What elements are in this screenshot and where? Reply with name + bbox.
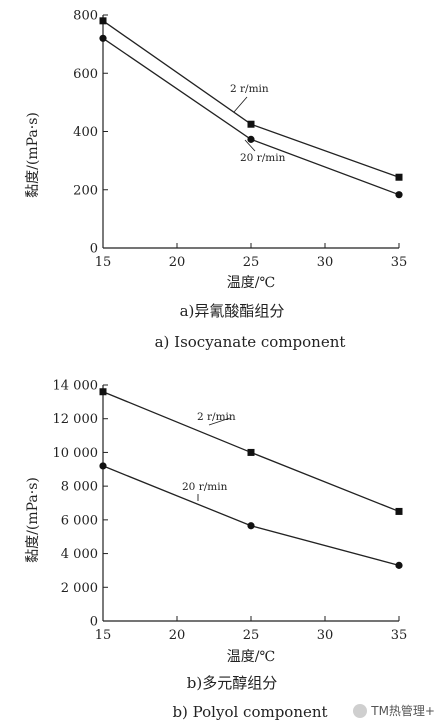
series-line bbox=[102, 465, 400, 566]
data-point-square bbox=[395, 173, 403, 181]
y-tick-label: 200 bbox=[73, 183, 98, 198]
watermark-label: TM热管理+ bbox=[371, 704, 435, 718]
chart-panel-b: 0 2 000 4 000 6 000 8 000 10 000 12 000 14 000 1… bbox=[25, 379, 407, 722]
y-tick-label: 800 bbox=[73, 9, 98, 24]
data-point-circle bbox=[99, 34, 107, 42]
series-label: 2 r/min bbox=[197, 411, 236, 423]
x-tick-label: 15 bbox=[95, 628, 112, 643]
data-point-square bbox=[99, 388, 107, 396]
x-tick-label: 25 bbox=[243, 255, 260, 270]
x-tick-label: 30 bbox=[317, 628, 334, 643]
y-tick-label: 6 000 bbox=[61, 513, 98, 528]
series-label-leader bbox=[233, 96, 248, 113]
series-label: 20 r/min bbox=[182, 481, 228, 493]
y-tick-label: 2 000 bbox=[61, 581, 98, 596]
x-tick-label: 25 bbox=[243, 628, 260, 643]
y-tick-label: 12 000 bbox=[53, 412, 99, 427]
chart-panel-a: 0 200 400 600 800 15 20 25 30 35 温度/℃ 黏度/(mPa·s) 2 r… bbox=[25, 9, 407, 352]
y-tick-label: 400 bbox=[73, 125, 98, 140]
series-label-leader bbox=[244, 139, 256, 152]
data-point-circle bbox=[395, 561, 403, 569]
watermark: TM热管理+ bbox=[353, 702, 435, 719]
y-axis-label: 黏度/(mPa·s) bbox=[25, 477, 41, 563]
data-point-square bbox=[247, 120, 255, 128]
y-axis-label: 黏度/(mPa·s) bbox=[25, 112, 41, 198]
y-tick-label: 8 000 bbox=[61, 480, 98, 495]
caption-en: b) Polyol component bbox=[172, 703, 327, 721]
y-tick-label: 14 000 bbox=[53, 379, 99, 394]
data-point-circle bbox=[247, 135, 255, 143]
data-point-circle bbox=[395, 191, 403, 199]
x-tick-label: 35 bbox=[391, 628, 408, 643]
data-point-square bbox=[395, 507, 403, 515]
series-label-leader bbox=[208, 417, 231, 426]
y-tick-label: 10 000 bbox=[53, 446, 99, 461]
wechat-icon bbox=[353, 703, 368, 718]
x-tick-label: 15 bbox=[95, 255, 112, 270]
x-tick-label: 20 bbox=[169, 628, 186, 643]
data-point-square bbox=[247, 448, 255, 456]
y-tick-label: 4 000 bbox=[61, 547, 98, 562]
series-line bbox=[102, 37, 400, 196]
series-label: 20 r/min bbox=[240, 152, 286, 164]
x-tick-label: 35 bbox=[391, 255, 408, 270]
data-point-circle bbox=[247, 522, 255, 530]
x-axis-label: 温度/℃ bbox=[227, 275, 275, 291]
y-tick-label: 0 bbox=[90, 615, 98, 630]
y-tick-label: 600 bbox=[73, 67, 98, 82]
data-point-circle bbox=[99, 462, 107, 470]
x-tick-label: 30 bbox=[317, 255, 334, 270]
x-tick-label: 20 bbox=[169, 255, 186, 270]
caption-en: a) Isocyanate component bbox=[155, 333, 346, 351]
series-label: 2 r/min bbox=[230, 83, 269, 95]
x-axis-label: 温度/℃ bbox=[227, 649, 275, 665]
data-point-square bbox=[99, 17, 107, 25]
y-tick-label: 0 bbox=[90, 242, 98, 257]
caption-zh: b)多元醇组分 bbox=[187, 674, 277, 692]
caption-zh: a)异氰酸酯组分 bbox=[180, 302, 285, 320]
